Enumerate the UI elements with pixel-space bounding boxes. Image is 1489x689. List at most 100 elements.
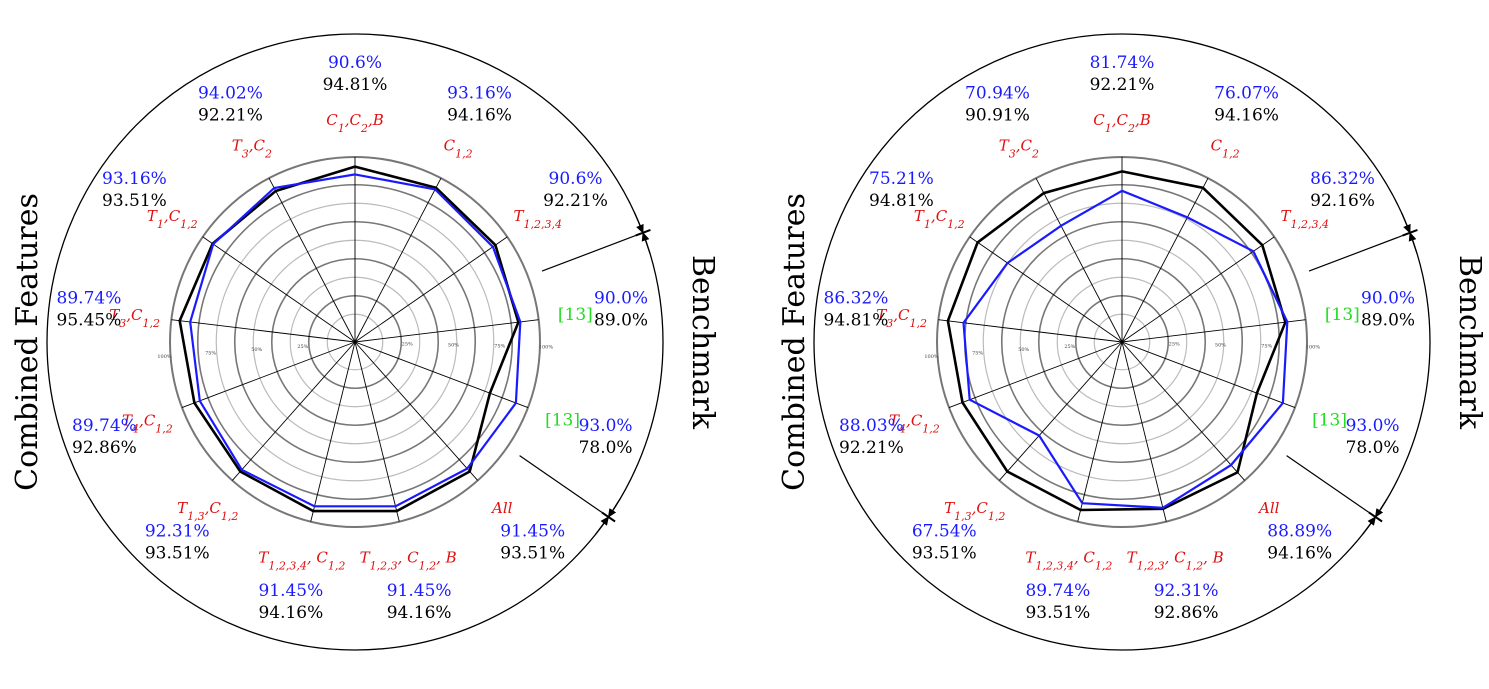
axis-label: T1,2,3,4 [1280, 207, 1329, 231]
axis-label: T1,C1,2 [147, 207, 198, 231]
value-label-black: 92.86% [72, 438, 137, 458]
value-label-black: 94.81% [869, 191, 934, 211]
axis-label: T3,C2 [999, 136, 1039, 160]
axis-label: [13] [558, 305, 593, 325]
tick-label: 25% [402, 341, 413, 347]
value-label-black: 92.16% [1310, 191, 1375, 211]
benchmark-arrow [1362, 516, 1377, 535]
value-label-blue: 89.74% [72, 416, 137, 436]
spoke [938, 319, 1123, 343]
value-label-black: 95.45% [57, 311, 122, 331]
value-label-blue: 92.31% [145, 522, 210, 542]
value-label-black: 94.81% [824, 311, 889, 331]
value-label-blue: 93.16% [447, 84, 512, 104]
axis-label: T3,C2 [232, 136, 272, 160]
benchmark-arrow [607, 498, 621, 518]
value-label-blue: 94.02% [198, 84, 263, 104]
value-label-blue: 86.32% [824, 289, 889, 309]
value-label-black: 92.21% [1090, 75, 1155, 95]
benchmark-divider [1286, 455, 1370, 513]
axis-label: T1,2,3, C1,2, B [360, 549, 457, 573]
spoke [1121, 177, 1209, 343]
tick-label: 50% [448, 342, 459, 348]
value-label-blue: 75.21% [869, 169, 934, 189]
axis-label: T1,C1,2 [914, 207, 965, 231]
benchmark-arrow [1374, 498, 1388, 518]
spoke [1121, 341, 1167, 522]
axis-label: C1,C2,B [1093, 111, 1151, 135]
tick-label: 25% [1064, 344, 1075, 350]
value-label-blue: 89.74% [57, 289, 122, 309]
tick-label: 75% [1261, 343, 1272, 349]
spoke [998, 341, 1123, 481]
spoke [354, 341, 479, 481]
spoke [1121, 341, 1246, 481]
value-label-black: 93.51% [500, 544, 565, 564]
value-label-blue: 93.0% [579, 416, 633, 436]
outer-circle [813, 33, 1431, 651]
value-label-black: 78.0% [1346, 438, 1400, 458]
value-label-blue: 93.0% [1346, 416, 1400, 436]
axis-label: T3,C1,2 [109, 306, 160, 330]
grid [936, 156, 1308, 528]
benchmark-arrow [595, 516, 610, 535]
series-black [946, 170, 1287, 512]
axis-label: T3,C1,2 [876, 306, 927, 330]
tick-label: 25% [297, 344, 308, 350]
value-label-black: 78.0% [579, 438, 633, 458]
axis-label: T4,C1,2 [889, 412, 940, 436]
tick-label: 50% [251, 347, 262, 353]
axis-label: T1,2,3, C1,2, B [1127, 549, 1224, 573]
axis-label: C1,2 [1211, 136, 1240, 160]
spoke [231, 341, 356, 481]
value-label-blue: 81.74% [1090, 53, 1155, 73]
spoke [1121, 319, 1306, 343]
spoke [1121, 236, 1275, 343]
value-label-blue: 91.45% [500, 522, 565, 542]
value-label-blue: 89.74% [1025, 581, 1090, 601]
value-label-black: 94.16% [1267, 544, 1332, 564]
spoke [1121, 341, 1296, 409]
benchmark-title: Benchmark [685, 255, 720, 430]
spoke [354, 319, 539, 343]
outer-circle [46, 33, 664, 651]
benchmark-divider [541, 235, 636, 272]
series-blue [962, 189, 1289, 509]
axis-label: C1,2 [444, 136, 473, 160]
series-blue [189, 173, 522, 508]
value-label-blue: 90.0% [1361, 289, 1415, 309]
series-black [178, 165, 520, 513]
axis-label: T4,C1,2 [122, 412, 173, 436]
value-label-black: 92.21% [839, 438, 904, 458]
benchmark-arrow [641, 231, 651, 254]
tick-label: 25% [1169, 341, 1180, 347]
axis-label: T1,3,C1,2 [177, 499, 238, 523]
value-label-black: 92.21% [198, 106, 263, 126]
value-label-blue: 91.45% [387, 581, 452, 601]
benchmark-title: Benchmark [1452, 255, 1487, 430]
axis-label: All [1257, 499, 1280, 517]
benchmark-divider [1308, 235, 1403, 272]
spoke [354, 236, 508, 343]
tick-label: 100% [924, 354, 939, 360]
axis-label: [13] [545, 411, 580, 431]
value-label-blue: 76.07% [1214, 84, 1279, 104]
radar-chart-right: 25% 50% 75% 100%25%50%75%100%C1,C2,B81.74%9… [777, 33, 1487, 651]
axis-label: T1,2,3,4 [513, 207, 562, 231]
combined-features-title: Combined Features [777, 193, 812, 491]
value-label-blue: 91.45% [258, 581, 323, 601]
spoke [181, 341, 356, 409]
grid [169, 156, 541, 528]
spoke [310, 341, 356, 522]
tick-label: 50% [1215, 342, 1226, 348]
value-label-black: 92.21% [543, 191, 608, 211]
axis-label: T1,3,C1,2 [944, 499, 1005, 523]
value-label-black: 94.16% [387, 603, 452, 623]
spoke [202, 236, 356, 343]
combined-features-title: Combined Features [10, 193, 45, 491]
spoke [354, 177, 442, 343]
tick-label: 100% [539, 345, 554, 351]
value-label-black: 94.81% [323, 75, 388, 95]
value-label-black: 94.16% [447, 106, 512, 126]
